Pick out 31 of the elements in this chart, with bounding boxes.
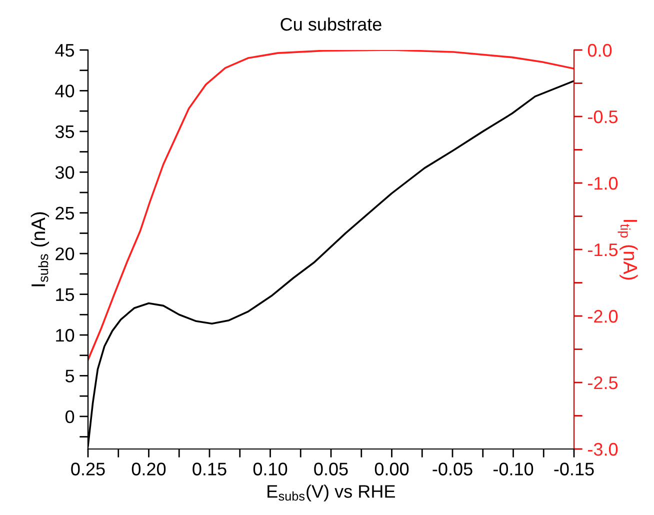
y-tick-label: 15 bbox=[56, 288, 74, 302]
x-tick-label: 0.10 bbox=[253, 462, 288, 476]
x-tick-label: 0.00 bbox=[374, 462, 409, 476]
y-tick-label: 35 bbox=[55, 125, 74, 138]
y-tick-label: 40 bbox=[55, 84, 74, 98]
y-tick-label: 0 bbox=[65, 410, 74, 424]
x-axis-title: E$_{subs}$(V) vs RHE bbox=[268, 484, 395, 502]
chart-title: Cu substrate bbox=[280, 17, 382, 31]
y2-tick-label: -2.0 bbox=[588, 310, 618, 323]
x-tick-label: 0.20 bbox=[132, 462, 166, 476]
y-tick-label: 45 bbox=[55, 44, 74, 57]
x-tick-label: 0.25 bbox=[71, 462, 105, 476]
x-tick-label: 0.05 bbox=[314, 462, 348, 476]
x-tick-label: -0.15 bbox=[554, 462, 594, 476]
y2-tick-label: 0.0 bbox=[588, 44, 612, 57]
y-tick-label: 20 bbox=[56, 248, 74, 260]
x-tick-label: -0.10 bbox=[493, 462, 534, 476]
x-tick-label: -0.05 bbox=[432, 462, 472, 476]
y-tick-label: 5 bbox=[65, 370, 74, 382]
y2-tick-label: -0.5 bbox=[588, 110, 618, 124]
x-tick-label: 0.15 bbox=[192, 462, 226, 476]
y2-tick-label: -3.0 bbox=[588, 442, 618, 456]
line-series bbox=[88, 50, 574, 361]
y-tick-label: 25 bbox=[56, 206, 74, 220]
y2-tick-label: -1.5 bbox=[588, 244, 618, 256]
y2-tick-label: -2.5 bbox=[588, 376, 618, 390]
y2-tick-label: -1.0 bbox=[588, 176, 618, 190]
y2-axis-title: I$_{tip}$ (nA) bbox=[618, 220, 638, 280]
y-axis-title: I$_{subs}$ (nA) bbox=[30, 212, 50, 286]
y-tick-label: 30 bbox=[55, 166, 74, 179]
y-tick-label: 10 bbox=[56, 328, 74, 342]
